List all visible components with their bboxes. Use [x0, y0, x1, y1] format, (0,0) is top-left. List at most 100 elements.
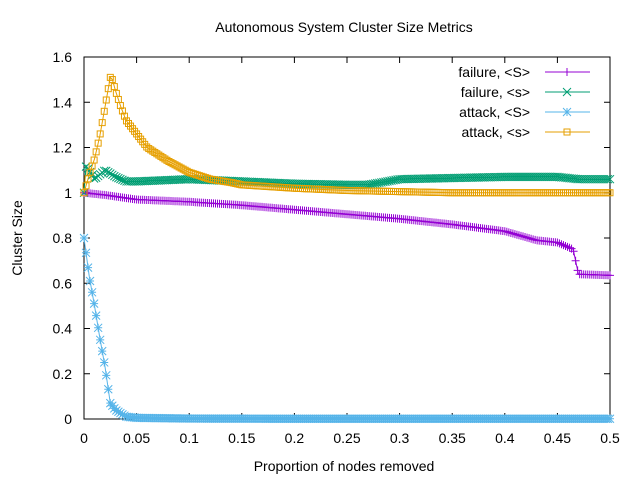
data-point — [508, 229, 517, 238]
y-tick-label: 1.2 — [53, 140, 73, 156]
data-point — [110, 83, 118, 91]
y-tick-label: 0.8 — [53, 230, 73, 246]
data-point — [544, 172, 554, 182]
data-point — [82, 182, 90, 190]
y-tick-label: 1.4 — [53, 94, 73, 110]
x-tick-label: 0 — [80, 430, 88, 446]
data-point — [506, 172, 516, 182]
data-point — [536, 172, 546, 182]
data-point — [534, 172, 544, 182]
data-point — [120, 411, 129, 421]
data-point — [112, 406, 121, 415]
data-point — [569, 247, 578, 256]
data-point — [540, 172, 550, 182]
data-point — [109, 171, 119, 181]
legend: failure, <S> failure, <s> attack, <S> attac… — [458, 64, 590, 140]
data-point — [559, 241, 568, 250]
data-point — [103, 384, 113, 394]
data-point — [502, 172, 512, 182]
data-point — [525, 234, 534, 243]
data-point — [589, 174, 599, 184]
legend-marker — [563, 128, 571, 136]
data-point — [587, 174, 597, 184]
data-point — [579, 174, 589, 184]
data-point — [122, 177, 131, 186]
data-point — [85, 276, 95, 286]
x-tick-label: 0.2 — [285, 430, 305, 446]
x-tick-label: 0.5 — [600, 430, 620, 446]
data-point — [583, 174, 593, 184]
data-point — [80, 189, 88, 197]
data-point — [92, 148, 100, 156]
data-point — [508, 172, 518, 182]
data-point — [510, 230, 519, 239]
data-point — [605, 174, 615, 184]
data-point — [519, 232, 528, 241]
y-tick-label: 0.4 — [53, 321, 73, 337]
data-point — [561, 242, 570, 251]
data-point — [97, 346, 107, 356]
legend-label: failure, <S> — [458, 64, 530, 80]
data-point — [520, 172, 530, 182]
data-point — [575, 174, 585, 184]
data-point — [500, 172, 510, 182]
data-point — [530, 172, 540, 182]
data-point — [84, 175, 92, 183]
data-point — [94, 139, 102, 147]
data-point — [585, 174, 595, 184]
data-point — [83, 263, 93, 272]
data-point — [114, 407, 123, 417]
data-point — [108, 76, 116, 84]
data-point — [601, 174, 611, 184]
data-point — [101, 166, 111, 176]
data-point — [502, 227, 511, 236]
data-point — [565, 243, 574, 252]
data-point — [577, 174, 587, 184]
data-point — [591, 174, 601, 184]
data-point — [516, 231, 525, 240]
data-point — [521, 233, 530, 242]
data-point — [523, 233, 532, 242]
data-point — [606, 189, 614, 197]
data-point — [599, 174, 609, 184]
series-1 — [80, 188, 614, 280]
data-point — [532, 172, 542, 182]
data-point — [528, 172, 538, 182]
data-point — [87, 287, 97, 297]
chart-title: Autonomous System Cluster Size Metrics — [215, 19, 473, 35]
data-point — [100, 107, 108, 115]
data-point — [124, 177, 133, 186]
data-point — [526, 172, 536, 182]
y-tick-label: 1.6 — [53, 49, 73, 65]
data-point — [514, 172, 524, 182]
data-point — [514, 231, 523, 240]
legend-marker — [563, 68, 571, 76]
data-point — [506, 228, 515, 237]
x-tick-label: 0.4 — [495, 430, 515, 446]
data-point — [81, 248, 91, 258]
data-point — [90, 156, 98, 164]
data-point — [597, 174, 607, 184]
series-4 — [80, 73, 614, 197]
legend-label: attack, <S> — [459, 104, 530, 120]
data-point — [595, 174, 605, 184]
data-point — [99, 358, 109, 367]
x-tick-label: 0.3 — [390, 430, 410, 446]
data-point — [524, 172, 534, 182]
data-point — [118, 410, 127, 419]
data-point — [606, 271, 614, 280]
data-point — [512, 230, 521, 239]
data-point — [96, 130, 104, 138]
series-line — [83, 237, 610, 420]
data-point — [538, 172, 548, 182]
y-axis-label: Cluster Size — [9, 200, 25, 276]
data-point — [527, 234, 536, 243]
x-tick-label: 0.15 — [228, 430, 255, 446]
legend-marker — [562, 87, 572, 97]
data-point — [118, 107, 126, 115]
data-point — [95, 335, 105, 345]
data-point — [126, 177, 135, 186]
y-tick-label: 1 — [64, 185, 72, 201]
data-point — [106, 73, 114, 81]
x-tick-label: 0.25 — [333, 430, 360, 446]
